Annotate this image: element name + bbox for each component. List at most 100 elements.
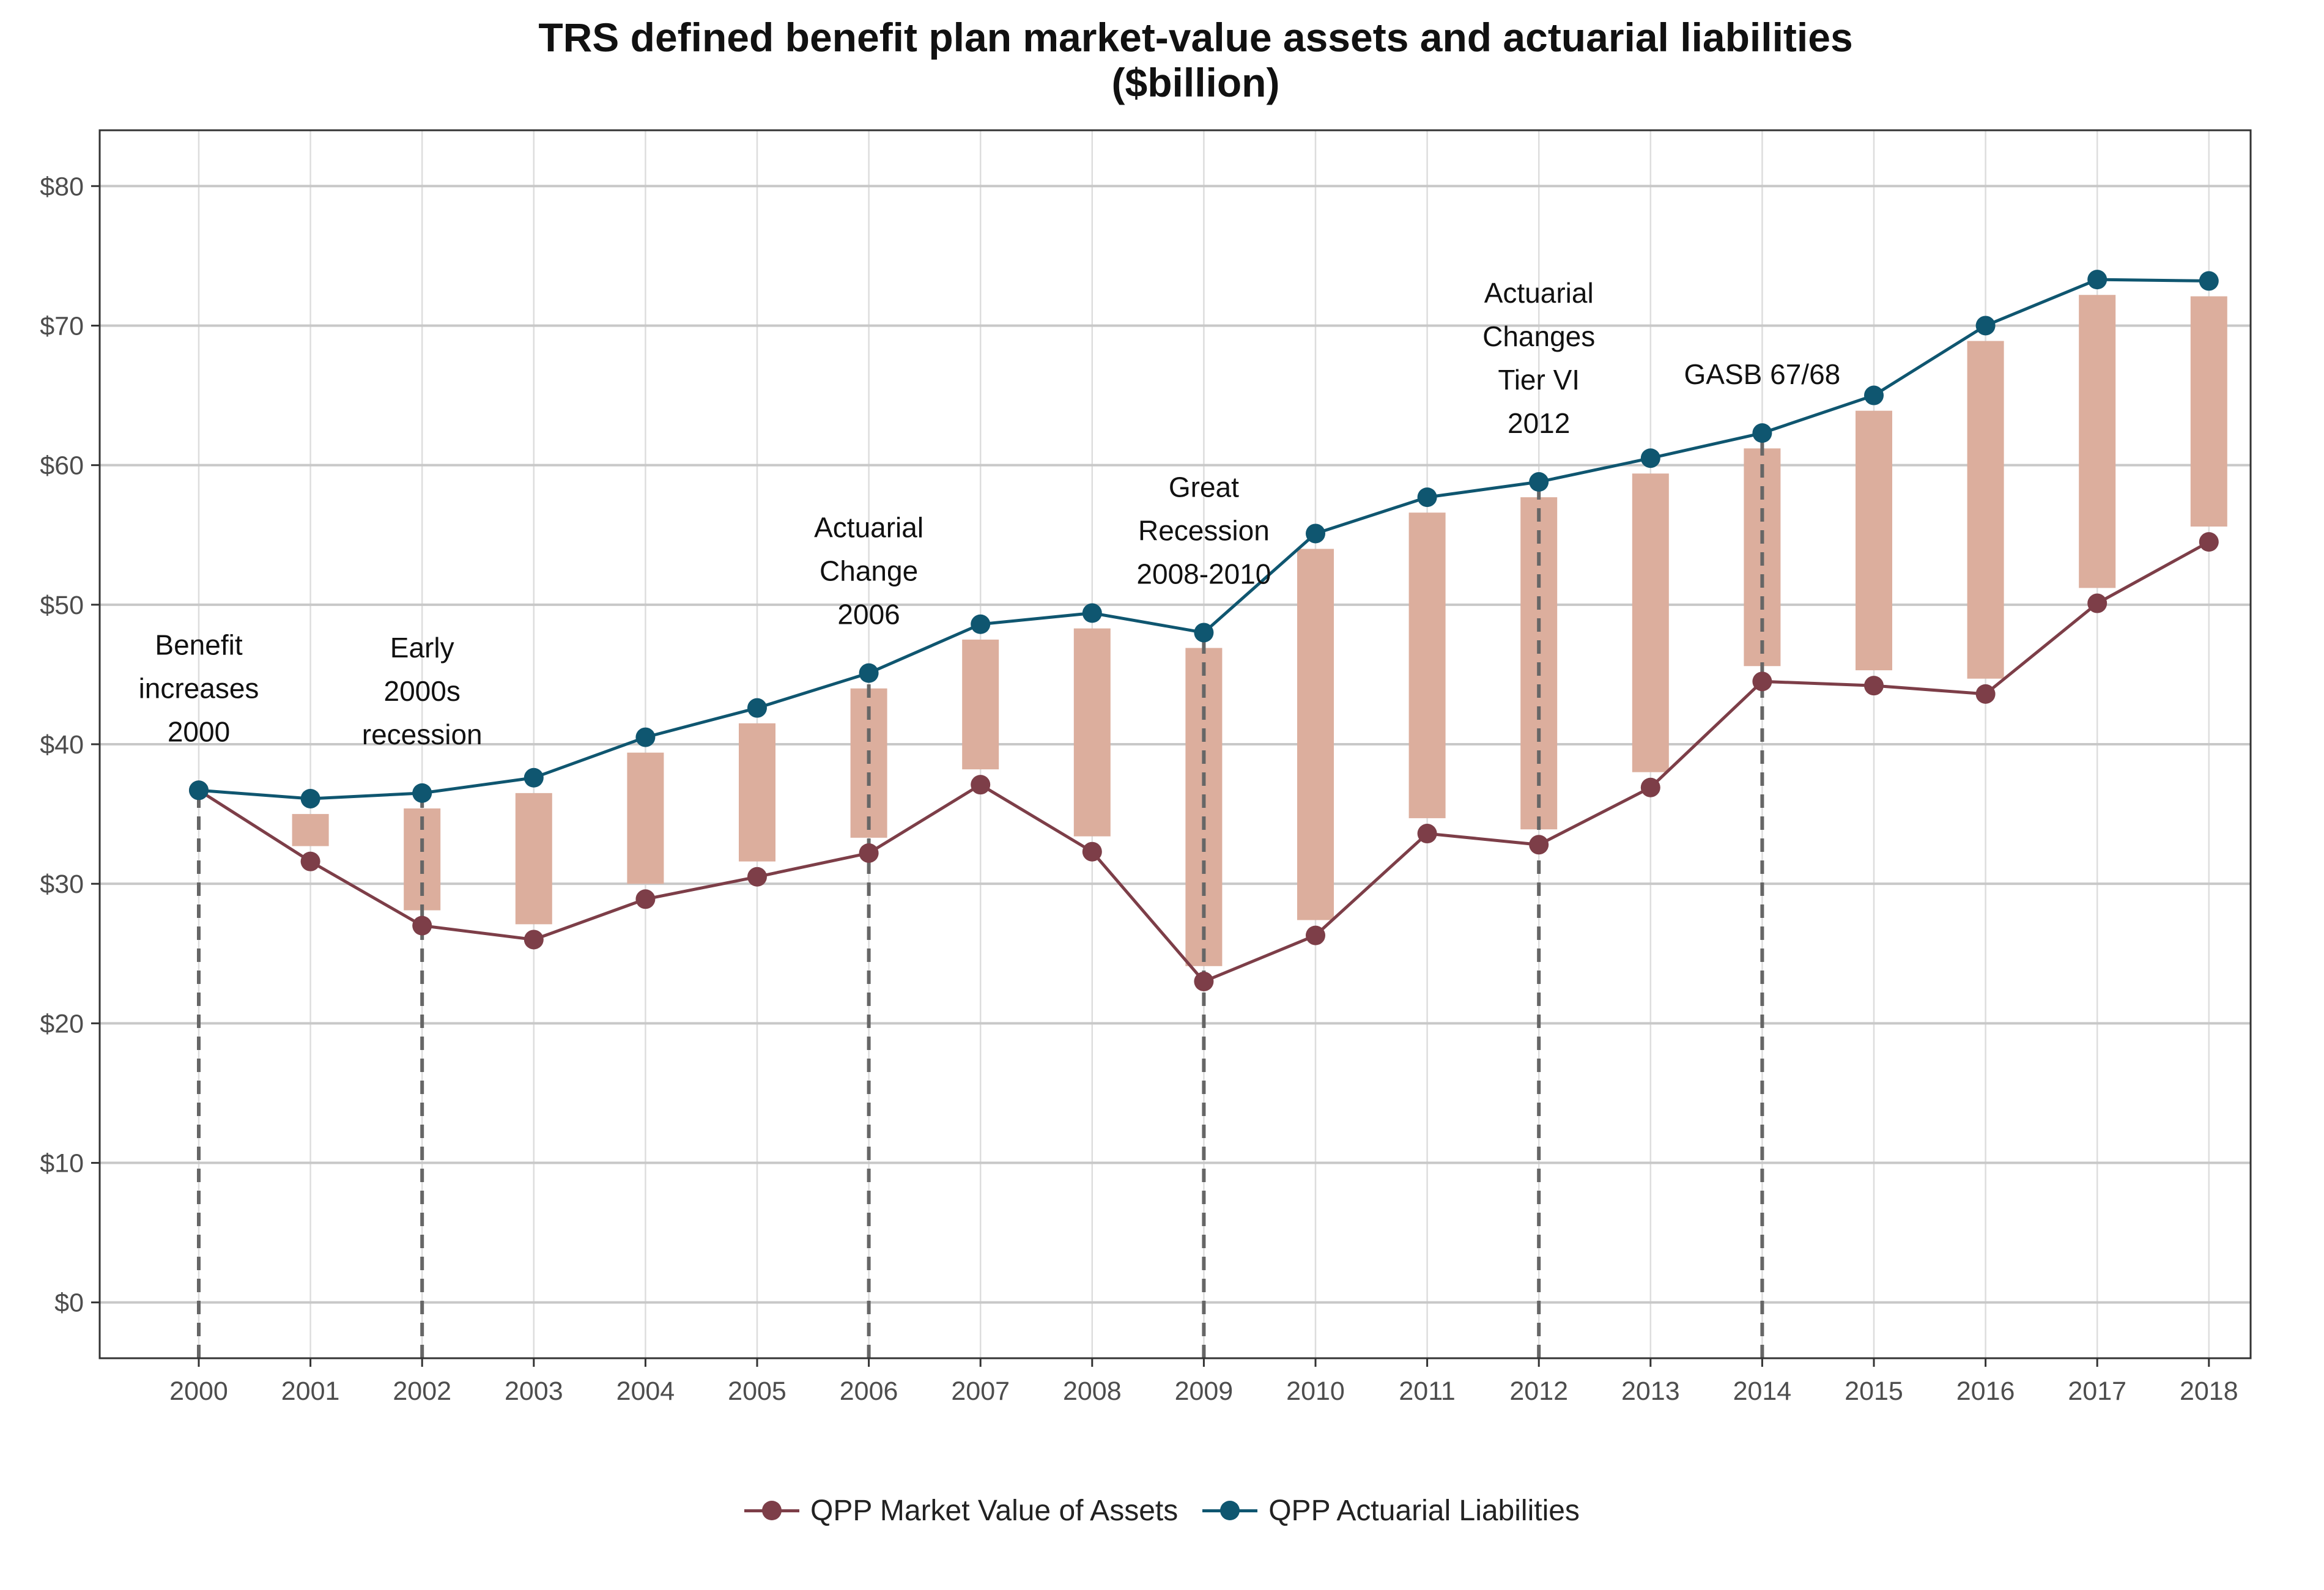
assets-point — [2199, 532, 2219, 552]
legend-label-assets: QPP Market Value of Assets — [810, 1494, 1179, 1527]
legend: QPP Market Value of Assets QPP Actuarial… — [0, 1486, 2324, 1535]
y-tick-label: $0 — [54, 1289, 84, 1318]
annotation-text: 2008-2010 — [1136, 558, 1271, 590]
annotation-text: 2006 — [837, 599, 900, 630]
legend-key-assets — [744, 1498, 800, 1523]
assets-point — [412, 915, 432, 936]
liabilities-point — [1529, 472, 1549, 492]
liabilities-point — [635, 727, 656, 747]
assets-point — [1306, 925, 1325, 945]
x-tick-label: 2003 — [505, 1377, 563, 1406]
annotation-text: Actuarial — [1484, 277, 1594, 309]
legend-item-liabilities: QPP Actuarial Liabilities — [1202, 1494, 1580, 1528]
gap-bar — [1632, 473, 1669, 772]
assets-point — [2087, 593, 2108, 613]
x-tick-label: 2006 — [840, 1377, 898, 1406]
x-tick-label: 2010 — [1286, 1377, 1345, 1406]
series-lines — [189, 270, 2219, 991]
annotation-text: Recession — [1138, 514, 1270, 546]
x-tick-label: 2000 — [169, 1377, 228, 1406]
assets-point — [1752, 671, 1772, 692]
assets-point — [859, 843, 879, 863]
annotation-text: Actuarial — [814, 512, 923, 544]
x-tick-label: 2008 — [1063, 1377, 1122, 1406]
event-lines — [197, 433, 1764, 1358]
x-tick-label: 2005 — [728, 1377, 786, 1406]
liabilities-point — [1864, 385, 1884, 405]
y-tick-label: $60 — [40, 451, 84, 481]
x-tick-label: 2001 — [281, 1377, 340, 1406]
chart-subtitle: ($billion) — [1111, 60, 1280, 105]
assets-point — [524, 930, 544, 950]
x-tick-label: 2012 — [1509, 1377, 1568, 1406]
liabilities-point — [524, 767, 544, 788]
assets-point — [1194, 971, 1214, 991]
x-tick-label: 2013 — [1621, 1377, 1680, 1406]
assets-point — [971, 775, 991, 795]
annotation-text: Early — [390, 632, 454, 664]
gap-bar — [2079, 295, 2116, 588]
x-tick-label: 2017 — [2068, 1377, 2126, 1406]
annotation-text: GASB 67/68 — [1684, 358, 1841, 390]
x-tick-label: 2018 — [2180, 1377, 2238, 1406]
assets-point — [1864, 676, 1884, 696]
liabilities-point — [1082, 603, 1102, 623]
assets-point — [635, 889, 656, 909]
liabilities-point — [1194, 623, 1214, 643]
liabilities-point — [189, 780, 209, 801]
legend-label-liabilities: QPP Actuarial Liabilities — [1268, 1494, 1580, 1527]
assets-point — [1975, 684, 1996, 704]
annotation-text: 2000s — [384, 675, 461, 707]
gap-bar — [739, 723, 775, 862]
x-tick-label: 2011 — [1399, 1377, 1455, 1406]
liabilities-point — [2199, 271, 2219, 291]
liabilities-point — [747, 698, 767, 718]
gap-bar — [627, 752, 664, 884]
gap-bars — [292, 295, 2227, 966]
y-tick-label: $50 — [40, 591, 84, 620]
chart-title: TRS defined benefit plan market-value as… — [538, 15, 1853, 60]
annotation-text: Tier VI — [1498, 364, 1580, 396]
annotation-text: Benefit — [155, 629, 242, 660]
x-tick-label: 2007 — [951, 1377, 1010, 1406]
annotation-text: Changes — [1482, 320, 1595, 352]
gap-bar — [1297, 549, 1334, 920]
assets-point — [747, 867, 767, 887]
assets-point — [300, 851, 320, 871]
annotation-text: Great — [1169, 471, 1239, 503]
gap-bar — [292, 814, 329, 846]
gap-bar — [515, 793, 552, 925]
annotation-text: recession — [362, 719, 483, 750]
x-tick-label: 2016 — [1956, 1377, 2015, 1406]
plot-border — [98, 129, 2252, 1359]
annotation-text: 2012 — [1508, 407, 1570, 439]
annotations: Benefit increases 2000 Early 2000s recession A… — [139, 277, 1841, 750]
liabilities-point — [859, 663, 879, 683]
y-tick-label: $80 — [40, 172, 84, 201]
assets-point — [1529, 835, 1549, 855]
gap-bar — [962, 639, 999, 770]
y-tick-label: $70 — [40, 311, 84, 341]
y-tick-label: $10 — [40, 1149, 84, 1178]
liabilities-point — [1975, 316, 1996, 336]
x-tick-label: 2015 — [1845, 1377, 1903, 1406]
x-tick-label: 2014 — [1733, 1377, 1792, 1406]
gap-bar — [1967, 341, 2004, 679]
liabilities-point — [300, 788, 320, 808]
liabilities-point — [971, 614, 991, 634]
gap-bar — [2190, 296, 2227, 527]
x-tick-label: 2002 — [393, 1377, 451, 1406]
annotation-text: 2000 — [168, 716, 230, 747]
legend-key-liabilities — [1202, 1498, 1258, 1523]
legend-item-assets: QPP Market Value of Assets — [744, 1494, 1178, 1528]
x-tick-label: 2009 — [1175, 1377, 1234, 1406]
axis-ticks: $0 $10 $20 $30 $40 $50 $60 $70 $80 2000 2001 2002 20… — [40, 172, 2238, 1406]
annotation-text: Change — [820, 555, 918, 587]
assets-point — [1082, 841, 1102, 862]
liabilities-point — [1306, 523, 1325, 544]
y-tick-label: $30 — [40, 870, 84, 899]
liabilities-point — [1417, 487, 1437, 508]
liabilities-point — [2087, 270, 2108, 290]
liabilities-point — [1752, 423, 1772, 443]
